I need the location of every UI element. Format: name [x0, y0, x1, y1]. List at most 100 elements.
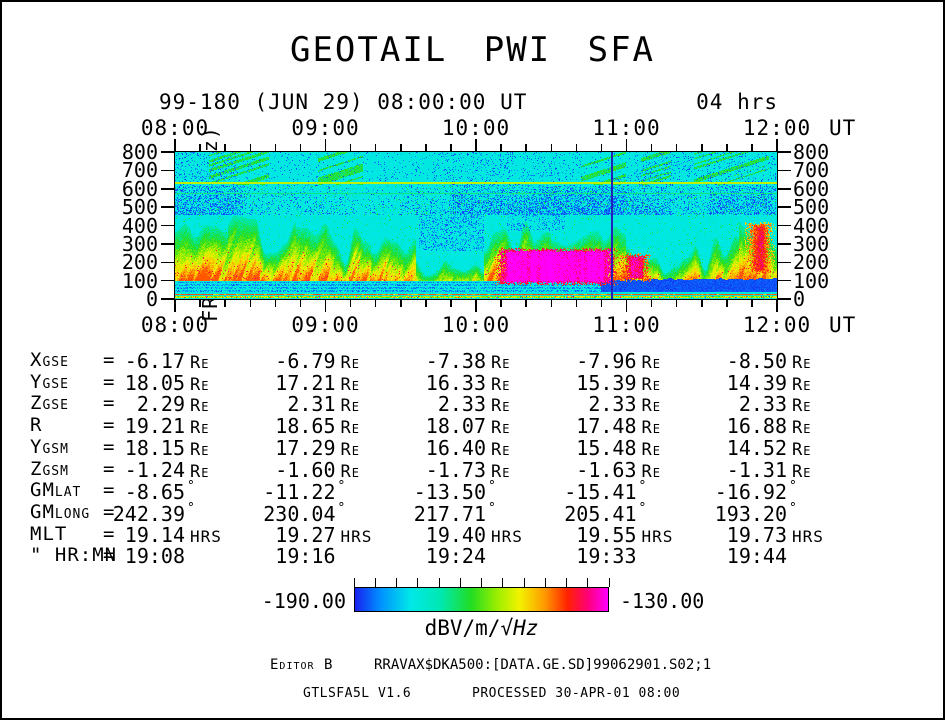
- eph-value: -11.22: [263, 480, 336, 505]
- eph-value: 2.31: [287, 392, 336, 417]
- table-row: Ygse = 18.05 Re 17.21 Re 16.33 Re 15.39 Re 14.39 Re: [2, 370, 943, 395]
- x-tick-label-bottom: 09:00: [291, 313, 360, 337]
- eph-value: 19:16: [275, 544, 336, 569]
- eph-unit: °: [337, 500, 347, 516]
- eph-value: 19.40: [425, 522, 486, 547]
- x-tick-label-top: 11:00: [592, 116, 661, 140]
- eph-value-cell: 18.07 Re: [390, 414, 540, 438]
- eph-value: 14.52: [726, 435, 787, 460]
- eph-value-cell: -6.79 Re: [240, 349, 390, 373]
- eph-value-cell: -13.50 °: [390, 479, 540, 504]
- eph-row-label: GMlong: [30, 500, 91, 523]
- colorbar-tick: [523, 578, 525, 587]
- eph-equals: =: [103, 479, 115, 502]
- x-minor-tick: [450, 144, 452, 151]
- colorbar-tick: [544, 578, 546, 587]
- x-minor-tick: [575, 144, 578, 151]
- eph-value-cell: 217.71 °: [390, 501, 540, 526]
- x-minor-tick: [249, 144, 251, 151]
- colorbar-max-label: -130.00: [620, 589, 705, 613]
- eph-unit: Re: [641, 461, 661, 482]
- x-minor-tick: [675, 300, 678, 307]
- y-tick-label-right: 200: [793, 250, 830, 275]
- x-minor-tick: [650, 144, 653, 151]
- eph-unit: Re: [340, 439, 360, 460]
- x-minor-tick: [199, 144, 201, 151]
- x-minor-tick: [675, 144, 678, 151]
- eph-value-cell: -1.24 Re: [89, 458, 239, 482]
- eph-value: -1.24: [124, 457, 185, 482]
- x-minor-tick: [224, 144, 226, 151]
- y-tick-label-right: 100: [793, 268, 830, 293]
- y-tick-label-left: 600: [121, 176, 158, 201]
- eph-value-cell: -15.41 °: [541, 479, 691, 504]
- x-tick-label-bottom: 11:00: [592, 313, 661, 337]
- colorbar: [354, 587, 609, 612]
- eph-equals: =: [103, 435, 115, 458]
- eph-unit: °: [488, 500, 497, 516]
- eph-value-cell: 17.48 Re: [541, 414, 691, 438]
- processed-label: PROCESSED 30-APR-01 08:00: [472, 686, 681, 701]
- x-minor-tick: [701, 144, 703, 151]
- eph-value: -13.50: [413, 480, 486, 505]
- x-major-tick: [625, 139, 628, 151]
- eph-value-cell: 19.73 HRS: [691, 523, 841, 547]
- colorbar-tick: [396, 578, 397, 587]
- y-tick-label-right: 400: [793, 213, 830, 238]
- eph-value: 217.71: [413, 501, 486, 526]
- eph-unit: Re: [491, 396, 511, 417]
- eph-unit: Re: [641, 396, 661, 417]
- x-minor-tick: [726, 300, 728, 307]
- colorbar-tick: [353, 578, 355, 587]
- eph-row-label: Zgsm: [30, 457, 69, 480]
- y-tick-right: [778, 224, 791, 227]
- eph-value-cell: 242.39 °: [89, 501, 239, 526]
- eph-unit: Re: [792, 439, 812, 460]
- table-row: Ygsm = 18.15 Re 17.29 Re 16.40 Re 15.48 Re 14.52 Re: [2, 435, 943, 460]
- eph-unit: Re: [190, 374, 210, 395]
- eph-value: 18.15: [124, 435, 185, 460]
- eph-unit: Re: [190, 418, 210, 439]
- y-tick-right: [778, 188, 791, 190]
- eph-value: 19:24: [425, 544, 486, 569]
- x-minor-tick: [274, 300, 277, 307]
- eph-value-cell: 2.29 Re: [89, 392, 239, 416]
- colorbar-tick: [417, 578, 419, 587]
- y-tick-left: [161, 279, 174, 282]
- eph-equals: =: [103, 500, 115, 523]
- eph-unit: HRS: [792, 526, 824, 546]
- eph-value-cell: 19.27 HRS: [240, 523, 390, 547]
- eph-value: 14.39: [726, 370, 787, 395]
- x-minor-tick: [751, 144, 753, 151]
- x-minor-tick: [550, 300, 552, 307]
- eph-unit: °: [638, 500, 648, 516]
- eph-value: 17.29: [275, 435, 336, 460]
- x-minor-tick: [425, 300, 427, 307]
- eph-value-cell: -7.38 Re: [390, 349, 540, 373]
- x-major-tick: [776, 139, 778, 151]
- y-tick-right: [778, 206, 791, 208]
- eph-value: 205.41: [564, 501, 637, 526]
- y-tick-left: [161, 151, 174, 153]
- colorbar-unit-prefix: dBV/m/√: [424, 616, 514, 640]
- y-tick-label-left: 200: [121, 250, 158, 275]
- x-major-tick: [174, 139, 176, 151]
- eph-unit: Re: [491, 353, 511, 373]
- x-minor-tick: [224, 300, 226, 307]
- y-tick-left: [161, 224, 174, 227]
- eph-unit: Re: [792, 461, 812, 482]
- x-minor-tick: [525, 144, 527, 151]
- y-tick-label-left: 700: [121, 158, 158, 183]
- eph-unit: Re: [190, 353, 210, 373]
- eph-value: 2.29: [136, 392, 185, 417]
- table-row: " HR:MN = 19:08 19:16 19:24 19:33 19:44: [2, 544, 943, 569]
- eph-value-cell: -8.50 Re: [691, 349, 841, 373]
- x-minor-tick: [199, 300, 201, 307]
- eph-equals: =: [103, 457, 115, 480]
- x-major-tick: [475, 300, 477, 312]
- eph-value-cell: 19:33: [541, 544, 691, 568]
- colorbar-tick: [374, 578, 376, 587]
- eph-row-label: MLT: [30, 522, 68, 545]
- bottom-axis-ut-label: UT: [829, 313, 857, 337]
